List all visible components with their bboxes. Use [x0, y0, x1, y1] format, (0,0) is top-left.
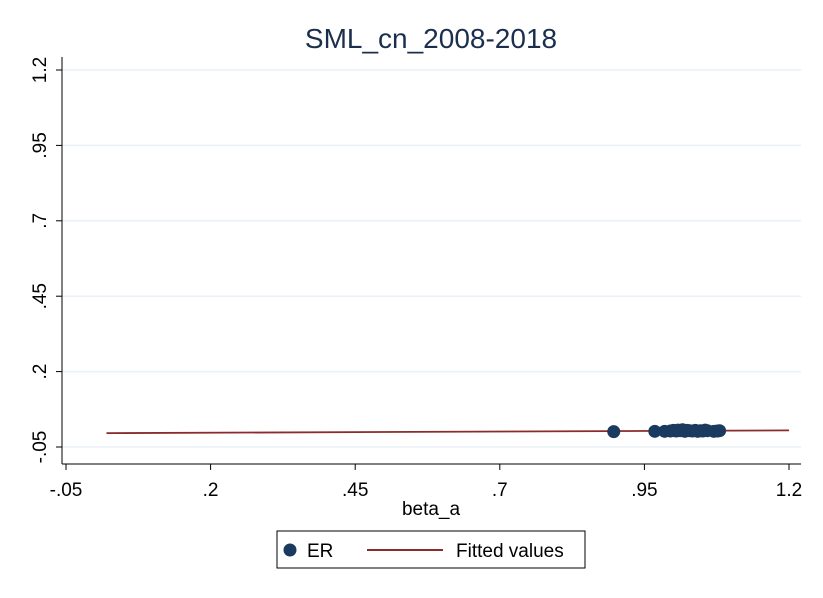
x-axis-title: beta_a: [402, 499, 461, 520]
plot-area: [62, 57, 801, 464]
y-tick-label: -.05: [30, 431, 51, 464]
legend: ER Fitted values: [277, 531, 585, 568]
chart-title: SML_cn_2008-2018: [305, 23, 557, 54]
y-tick-label: .45: [30, 283, 51, 309]
x-tick-label: 1.2: [776, 480, 802, 501]
x-tick-label: .45: [342, 480, 368, 501]
x-tick-label: .2: [203, 480, 219, 501]
y-axis: -.05 .2 .45 .7 .95 1.2: [30, 57, 62, 464]
y-tick-label: 1.2: [30, 57, 51, 83]
x-tick-label: -.05: [50, 480, 83, 501]
y-tick-label: .2: [30, 364, 51, 380]
legend-er-marker: [284, 544, 297, 557]
er-point: [713, 424, 726, 437]
legend-fitted-label: Fitted values: [456, 541, 564, 562]
y-tick-label: .7: [30, 213, 51, 229]
legend-er-label: ER: [307, 541, 333, 562]
x-axis: -.05 .2 .45 .7 .95 1.2: [50, 464, 803, 501]
x-tick-label: .95: [631, 480, 657, 501]
er-point: [607, 425, 620, 438]
y-tick-label: .95: [30, 132, 51, 158]
x-tick-label: .7: [492, 480, 508, 501]
